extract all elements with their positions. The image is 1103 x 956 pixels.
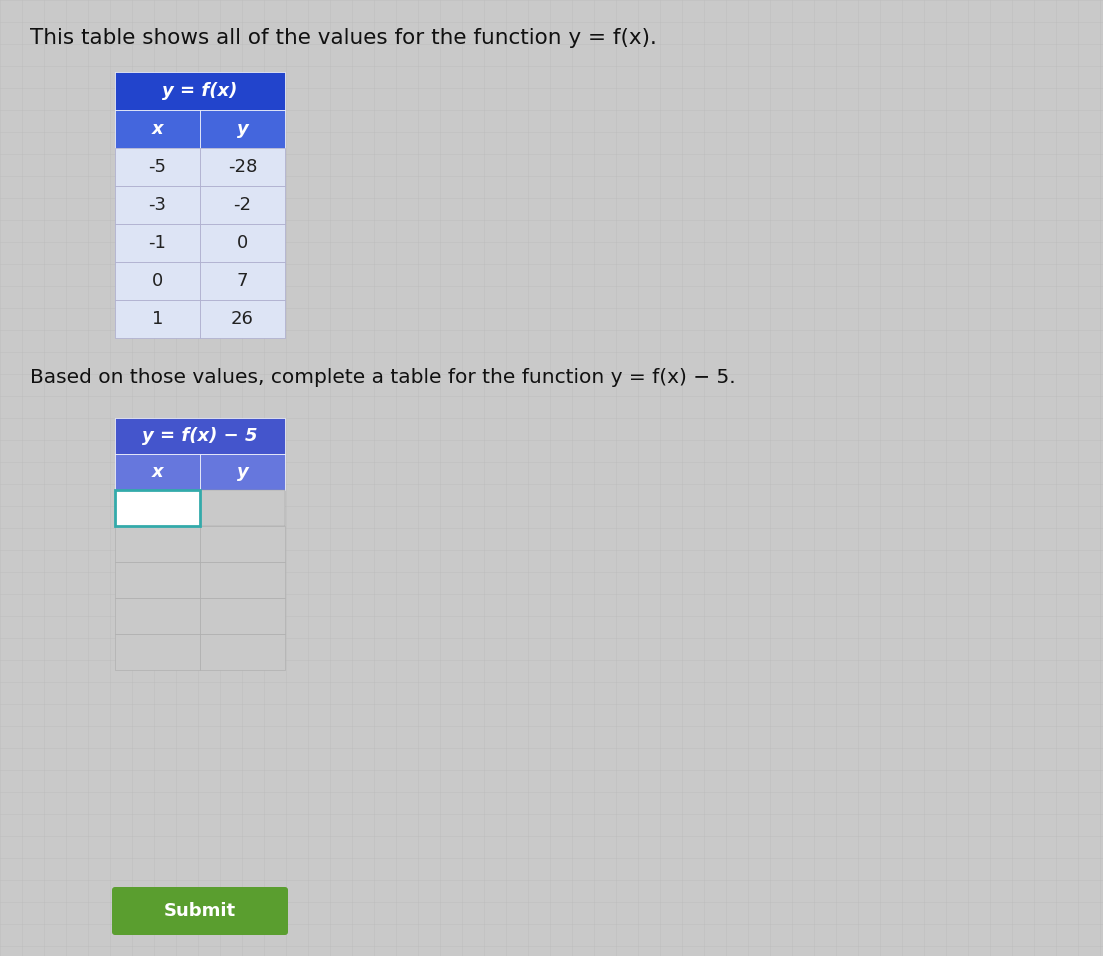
Bar (200, 148, 285, 186)
Bar (115, 110, 200, 148)
Text: This table shows all of the values for the function y = f(x).: This table shows all of the values for t… (30, 28, 657, 48)
Bar (200, 224, 285, 262)
Bar (200, 634, 285, 670)
Text: x: x (152, 120, 163, 138)
Text: 1: 1 (152, 310, 163, 328)
Bar (200, 454, 285, 490)
Bar (115, 526, 200, 562)
Bar (200, 262, 285, 300)
Text: 7: 7 (237, 272, 248, 290)
FancyBboxPatch shape (113, 887, 288, 935)
Bar (115, 598, 200, 634)
Bar (115, 634, 200, 670)
Bar (115, 418, 285, 454)
Bar (115, 300, 200, 338)
Text: x: x (152, 463, 163, 481)
Text: -1: -1 (149, 234, 167, 252)
Bar (115, 148, 200, 186)
Text: -3: -3 (149, 196, 167, 214)
Text: 0: 0 (237, 234, 248, 252)
Text: y = f(x): y = f(x) (162, 82, 237, 100)
Bar (200, 562, 285, 598)
Text: y: y (237, 463, 248, 481)
Bar (200, 490, 285, 526)
Text: y: y (237, 120, 248, 138)
Bar (200, 110, 285, 148)
Bar (115, 890, 285, 932)
Bar (115, 562, 200, 598)
Text: y = f(x) − 5: y = f(x) − 5 (142, 427, 258, 445)
Text: 26: 26 (231, 310, 254, 328)
Bar (200, 598, 285, 634)
Text: Submit: Submit (164, 902, 236, 920)
Text: -28: -28 (228, 158, 257, 176)
Bar (200, 300, 285, 338)
Bar (115, 454, 200, 490)
Bar (115, 186, 200, 224)
Bar (115, 224, 200, 262)
Text: -5: -5 (149, 158, 167, 176)
Bar (200, 526, 285, 562)
Text: Based on those values, complete a table for the function y = f(x) − 5.: Based on those values, complete a table … (30, 368, 736, 387)
Text: 0: 0 (152, 272, 163, 290)
Text: -2: -2 (234, 196, 251, 214)
Bar (200, 186, 285, 224)
Bar (115, 262, 200, 300)
Bar (115, 72, 285, 110)
Bar (115, 490, 200, 526)
